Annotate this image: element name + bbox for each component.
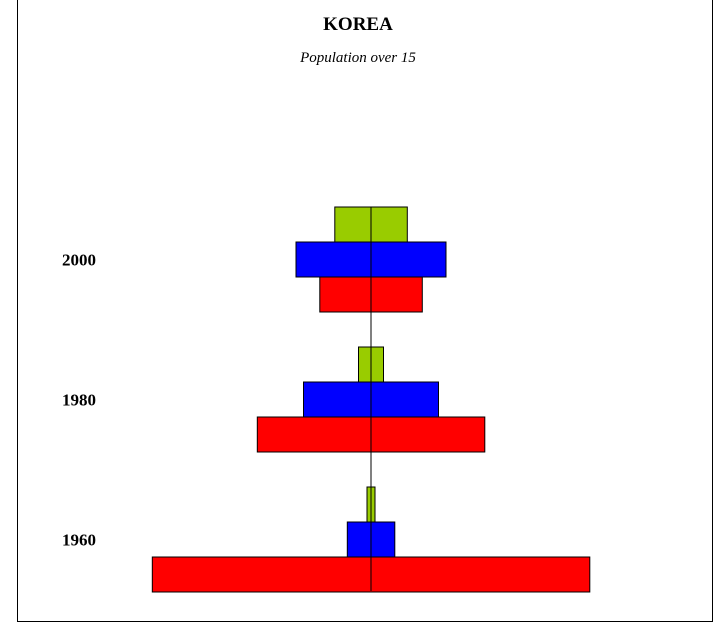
year-label-1980: 1980	[62, 391, 96, 410]
year-labels-group: 2000 1980 1960	[62, 251, 96, 550]
chart-subtitle: Population over 15	[299, 50, 416, 66]
chart-frame	[17, 0, 713, 622]
year-label-2000: 2000	[62, 251, 96, 270]
year-label-1960: 1960	[62, 531, 96, 550]
chart-title: KOREA	[323, 14, 393, 35]
